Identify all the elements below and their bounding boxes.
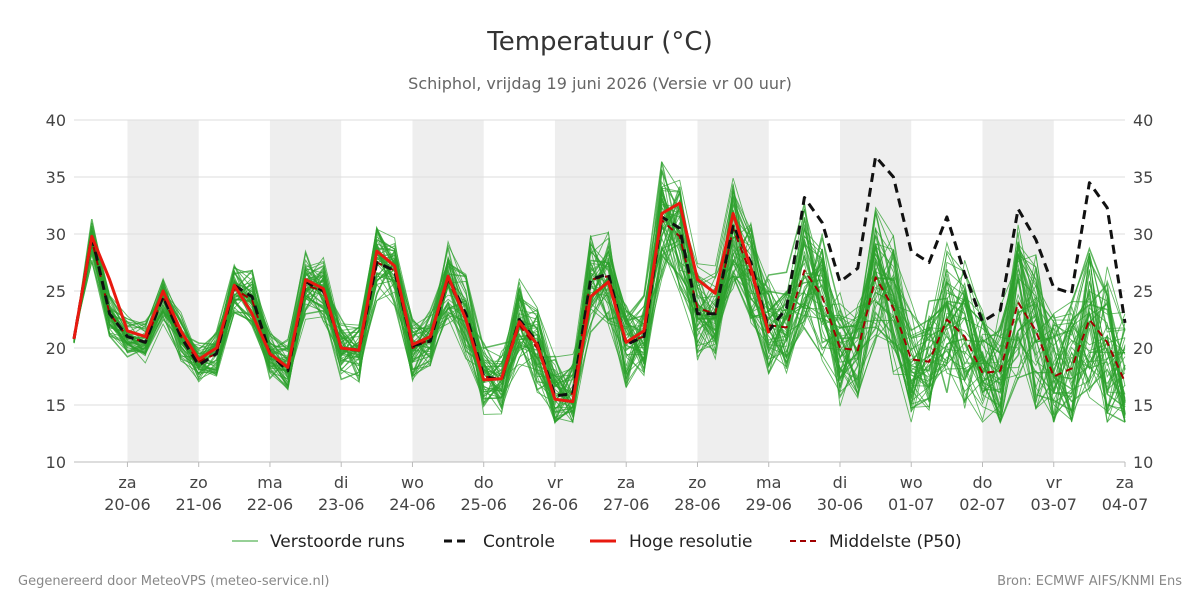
legend-item-hoge-resolutie[interactable]: Hoge resolutie xyxy=(590,532,753,552)
ensemble-member-line xyxy=(73,222,1126,423)
y-tick-label-right: 15 xyxy=(1133,396,1153,415)
ensemble-member-line xyxy=(73,190,1126,422)
ensemble-member-line xyxy=(73,187,1126,409)
x-axis: za 20-06 zo 21-06 ma 22-06 di 23-06 wo 24-06 do 25-… xyxy=(104,462,1148,514)
chart-subtitle: Schiphol, vrijdag 19 juni 2026 (Versie v… xyxy=(408,74,792,93)
x-tick-date: 23-06 xyxy=(318,495,365,514)
y-tick-label-right: 30 xyxy=(1133,225,1153,244)
ensemble-member-line xyxy=(73,183,1126,422)
y-tick-label: 40 xyxy=(46,111,66,130)
x-tick-date: 29-06 xyxy=(745,495,792,514)
x-tick-date: 20-06 xyxy=(104,495,151,514)
ensemble-member-line xyxy=(73,207,1126,424)
x-tick-date: 01-07 xyxy=(888,495,935,514)
chart-title: Temperatuur (°C) xyxy=(486,27,712,57)
x-tick-date: 03-07 xyxy=(1030,495,1077,514)
x-tick-date: 28-06 xyxy=(674,495,721,514)
y-tick-label: 10 xyxy=(46,453,66,472)
series-line-hoge-resolutie xyxy=(72,201,771,404)
y-tick-label: 30 xyxy=(46,225,66,244)
x-tick-day: do xyxy=(474,473,494,492)
x-tick-date: 21-06 xyxy=(175,495,222,514)
legend-label: Controle xyxy=(483,532,555,552)
x-tick-day: za xyxy=(118,473,136,492)
y-tick-label-right: 10 xyxy=(1133,453,1153,472)
y-tick-label-right: 40 xyxy=(1133,111,1153,130)
y-tick-label: 25 xyxy=(46,282,66,301)
x-tick-date: 22-06 xyxy=(247,495,294,514)
legend-label: Hoge resolutie xyxy=(629,532,753,552)
x-tick-day: wo xyxy=(401,473,424,492)
legend-item-ensemble[interactable]: Verstoorde runs xyxy=(232,532,405,552)
x-tick-day: ma xyxy=(756,473,781,492)
x-tick-date: 25-06 xyxy=(460,495,507,514)
y-tick-label: 35 xyxy=(46,168,66,187)
y-tick-label: 20 xyxy=(46,339,66,358)
x-tick-day: zo xyxy=(190,473,208,492)
x-tick-day: vr xyxy=(547,473,563,492)
legend-item-p50[interactable]: Middelste (P50) xyxy=(790,532,962,552)
x-tick-date: 02-07 xyxy=(959,495,1006,514)
x-tick-day: zo xyxy=(688,473,706,492)
ensemble-member-line xyxy=(73,186,1126,423)
x-tick-date: 26-06 xyxy=(532,495,579,514)
y-tick-label-right: 25 xyxy=(1133,282,1153,301)
x-tick-day: ma xyxy=(257,473,282,492)
x-tick-date: 04-07 xyxy=(1102,495,1149,514)
x-tick-day: di xyxy=(334,473,349,492)
y-tick-label-right: 35 xyxy=(1133,168,1153,187)
legend-item-controle[interactable]: Controle xyxy=(444,532,555,552)
x-tick-date: 30-06 xyxy=(817,495,864,514)
ensemble-member-line xyxy=(73,189,1126,397)
x-tick-day: za xyxy=(617,473,635,492)
ensemble-member-line xyxy=(73,190,1126,407)
x-tick-day: di xyxy=(833,473,848,492)
legend-label: Middelste (P50) xyxy=(829,532,962,552)
x-tick-day: za xyxy=(1116,473,1134,492)
y-tick-label-right: 20 xyxy=(1133,339,1153,358)
series-line-controle xyxy=(72,155,1127,398)
ensemble-member-line xyxy=(73,206,1126,424)
x-tick-day: do xyxy=(973,473,993,492)
ensemble-member-line xyxy=(73,169,1126,410)
ensemble-lines xyxy=(73,160,1126,425)
series-lines xyxy=(72,155,1127,404)
x-tick-date: 27-06 xyxy=(603,495,650,514)
x-tick-day: wo xyxy=(900,473,923,492)
ensemble-member-line xyxy=(73,186,1126,406)
x-tick-day: vr xyxy=(1046,473,1062,492)
footer-source: Bron: ECMWF AIFS/KNMI Ens xyxy=(997,574,1182,589)
legend-label: Verstoorde runs xyxy=(270,532,405,552)
y-tick-label: 15 xyxy=(46,396,66,415)
footer-generator: Gegenereerd door MeteoVPS (meteo-service… xyxy=(18,574,329,589)
y-axis: 10 10 15 15 20 20 25 25 30 30 35 35 40 40 xyxy=(46,111,1154,472)
x-tick-date: 24-06 xyxy=(389,495,436,514)
ensemble-member-line xyxy=(73,210,1126,423)
legend: Verstoorde runs Controle Hoge resolutie … xyxy=(232,532,962,552)
